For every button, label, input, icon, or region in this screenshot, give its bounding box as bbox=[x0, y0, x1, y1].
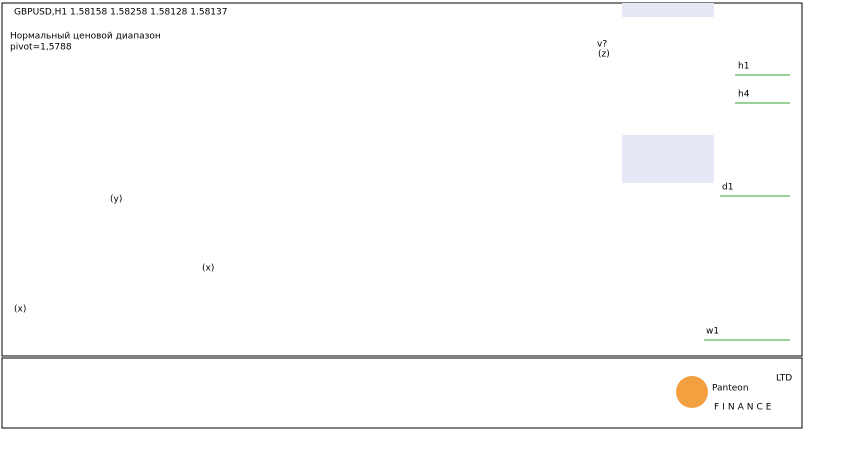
logo-icon bbox=[676, 376, 708, 408]
logo-name: Panteon bbox=[712, 384, 749, 394]
annotation: h1 bbox=[738, 62, 749, 72]
annotation: v? bbox=[597, 40, 607, 50]
annotation: (x) bbox=[202, 264, 214, 274]
logo-badge: LTD bbox=[776, 374, 792, 384]
annotation: d1 bbox=[722, 183, 733, 193]
annotation: (z) bbox=[598, 50, 610, 60]
zone bbox=[622, 135, 714, 183]
annotation: h4 bbox=[738, 90, 750, 100]
logo-sub: FINANCE bbox=[714, 403, 774, 413]
indicator-frame bbox=[1, 357, 803, 429]
note: pivot=1,5788 bbox=[10, 43, 72, 53]
annotation: (x) bbox=[14, 305, 26, 315]
subtitle: Нормальный ценовой диапазон bbox=[10, 32, 161, 42]
title: GBPUSD,H1 1.58158 1.58258 1.58128 1.5813… bbox=[14, 8, 227, 18]
zone bbox=[622, 3, 714, 17]
annotation: (y) bbox=[110, 195, 122, 205]
annotation: w1 bbox=[706, 327, 719, 337]
